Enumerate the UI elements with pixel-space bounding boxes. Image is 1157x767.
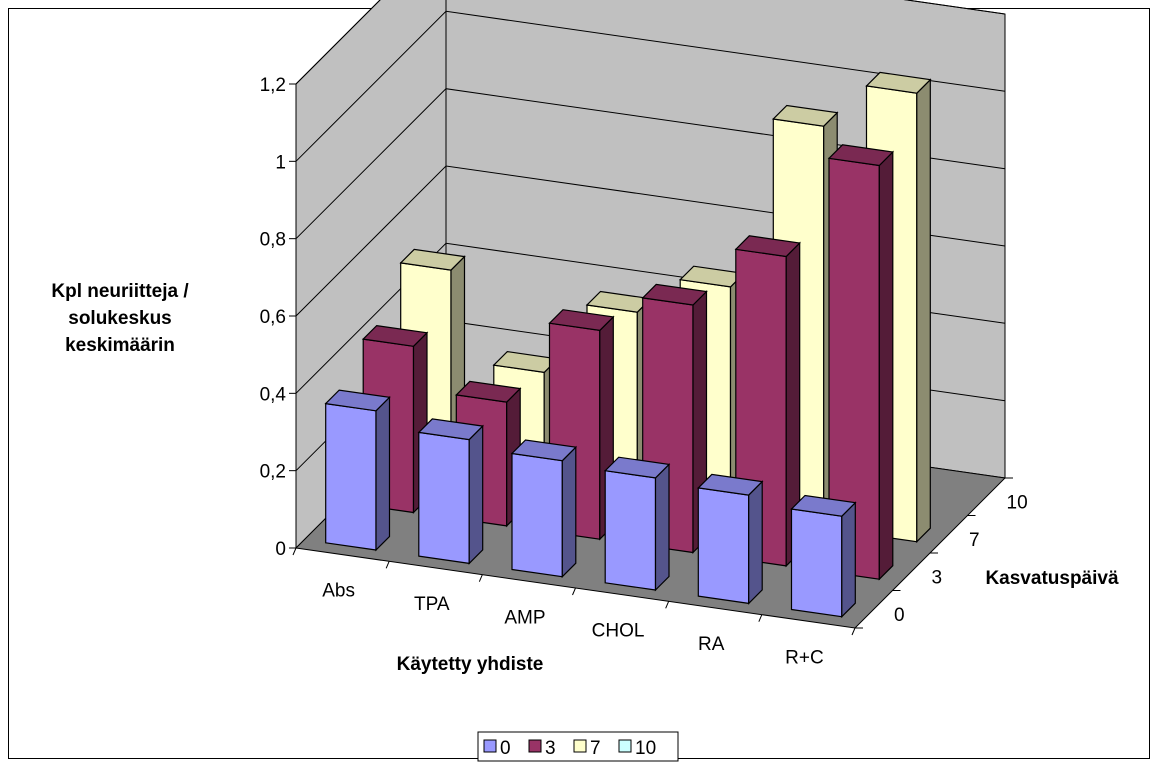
bar-top-face [827,144,895,167]
bar-side-face [841,501,856,619]
depth-tick-label: 0 [894,605,905,626]
y-axis-title-line: solukeskus [68,308,172,329]
bar-series-0-AMP [510,439,578,579]
bar-top-face [324,389,391,412]
gridline [295,0,1006,85]
bar-series-0-CHOL [603,456,671,592]
bar-side-face [916,78,931,544]
bar-top-face [361,324,429,347]
bar-top-face [641,283,708,306]
x-tick-mark [385,561,390,569]
bar-series-0-RA [697,473,764,605]
x-tick-mark [478,574,483,582]
bar-top-face [790,494,857,517]
chart-titles: Kpl neuriitteja / solukeskus keskimäärin K… [51,281,1119,675]
bar-top-face [417,418,484,441]
bar-series-0-TPA [417,418,484,565]
legend-swatch [483,739,497,753]
x-tick-label: RA [698,634,725,655]
bar-top-face [510,439,578,462]
legend-swatch [528,739,542,753]
legend-item-3: 3 [528,738,556,759]
y-axis-title-line: keskimäärin [65,335,175,356]
legend-label: 10 [635,738,656,759]
bar-front-face [511,452,563,578]
legend-swatch [618,739,632,753]
x-tick-label: R+C [785,647,824,668]
legend-item-10: 10 [618,738,656,759]
legend: 0 3 7 10 [477,731,679,762]
bar-side-face [878,150,894,581]
depth-axis-title: Kasvatuspäivä [985,568,1119,589]
bar-top-face [455,380,522,403]
y-axis-title-line: Kpl neuriitteja / [51,281,189,302]
bar-series-0-R+C [790,494,857,619]
y-tick-label: 0,8 [260,230,286,251]
bar-front-face [697,487,750,605]
legend-box [477,731,679,762]
y-tick-label: 0,6 [260,307,286,328]
x-tick-mark [851,627,856,636]
bar-side-face [468,424,484,565]
x-tick-mark [758,614,763,622]
bar-top-face [697,473,764,496]
bar-side-face [375,395,391,552]
bar-front-face [790,508,843,618]
depth-tick-label: 10 [1007,493,1028,514]
bar-top-face [772,104,839,127]
legend-item-7: 7 [573,738,601,759]
bar-front-face [418,431,470,565]
bar-top-face [399,248,466,271]
y-tick-label: 0,2 [260,462,286,483]
chart-ticks: 0 0,2 0,4 0,6 0,8 1 1,2 Abs TPA AMP CHOL RA R+C 0 3 7 10 [260,75,1028,668]
x-axis-title: Käytetty yhdiste [397,654,544,675]
depth-tick-label: 7 [969,530,980,551]
bar-top-face [865,71,932,94]
bar-top-face [548,309,615,332]
bar-front-face [604,470,657,591]
bar-side-face [748,480,763,605]
bar-series-3-R+C [827,144,895,581]
gridline [295,10,1006,162]
bar-top-face [603,456,671,479]
legend-label: 0 [500,738,511,759]
x-tick-mark [572,587,576,596]
y-tick-label: 0,4 [260,384,287,405]
bar-series-0-Abs [324,389,391,552]
legend-label: 3 [545,738,556,759]
legend-item-0: 0 [483,738,511,759]
y-tick-label: 0 [275,539,286,560]
y-tick-label: 1 [275,152,286,173]
x-tick-label: CHOL [592,621,645,642]
bar-side-face [561,445,577,579]
y-tick-label: 1,2 [260,75,286,96]
bar-side-face [654,462,670,592]
x-tick-label: AMP [504,607,545,628]
bar-front-face [325,402,377,551]
depth-tick-label: 3 [932,568,943,589]
legend-label: 7 [590,738,601,759]
x-tick-label: TPA [414,594,450,615]
chart-bars [324,71,932,619]
x-tick-mark [665,601,670,609]
bar-top-face [734,235,801,258]
x-tick-mark [292,547,297,556]
x-tick-label: Abs [322,581,355,602]
legend-swatch [573,739,587,753]
y-axis-title: Kpl neuriitteja / solukeskus keskimäärin [51,281,189,356]
